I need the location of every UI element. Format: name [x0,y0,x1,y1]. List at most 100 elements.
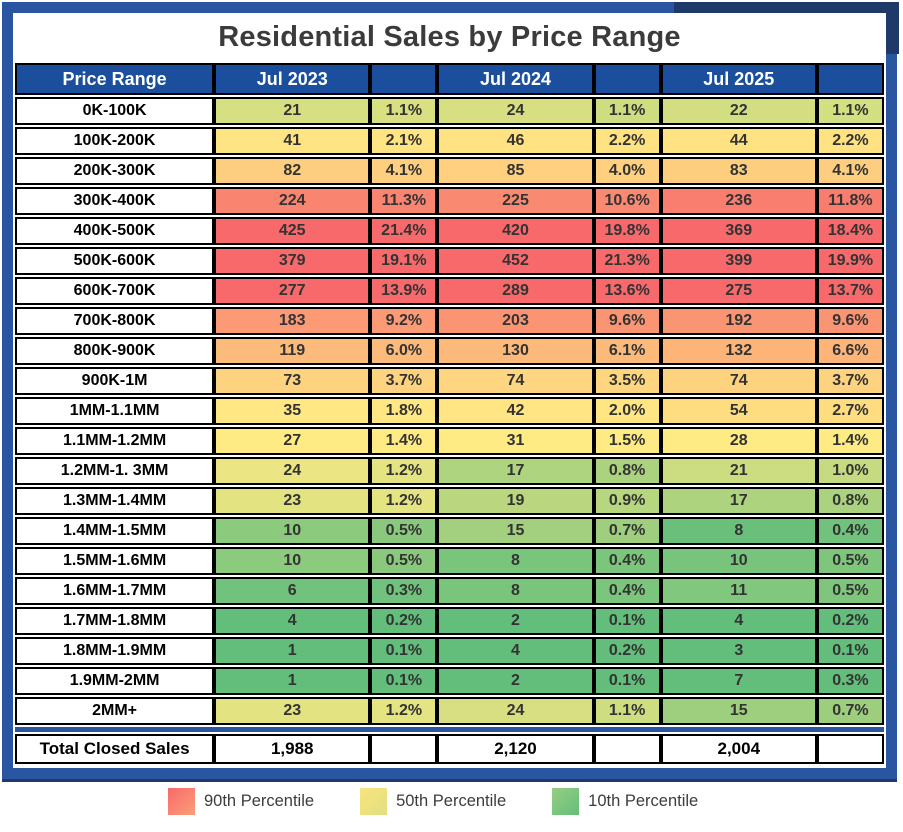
cell-jul-2023-percent: 2.1% [370,127,438,155]
cell-jul-2024-count: 85 [437,157,594,185]
table-row: 400K-500K 425 21.4% 420 19.8% 369 18.4% [15,217,884,245]
cell-jul-2024-percent: 13.6% [593,277,661,305]
col-header-price-range: Price Range [15,63,215,95]
legend: 90th Percentile 50th Percentile 10th Per… [0,788,903,815]
cell-jul-2025-count: 74 [660,367,817,395]
cell-jul-2023-count: 24 [214,457,371,485]
legend-item-90th-percentile: 90th Percentile [168,788,314,815]
cell-jul-2025-percent: 0.8% [816,487,884,515]
table-row: 2MM+ 23 1.2% 24 1.1% 15 0.7% [15,697,884,725]
cell-jul-2023-percent: 1.2% [370,487,438,515]
cell-jul-2024-count: 17 [437,457,594,485]
cell-jul-2025-count: 369 [660,217,817,245]
table-row: 100K-200K 41 2.1% 46 2.2% 44 2.2% [15,127,884,155]
table-row: 1.8MM-1.9MM 1 0.1% 4 0.2% 3 0.1% [15,637,884,665]
cell-jul-2025-count: 83 [660,157,817,185]
cell-jul-2025-percent: 6.6% [816,337,884,365]
price-range-label: 1.1MM-1.2MM [15,427,215,455]
table-row: 1.5MM-1.6MM 10 0.5% 8 0.4% 10 0.5% [15,547,884,575]
cell-jul-2025-percent: 0.4% [816,517,884,545]
table-row: 1.3MM-1.4MM 23 1.2% 19 0.9% 17 0.8% [15,487,884,515]
price-range-label: 500K-600K [15,247,215,275]
table-row: 1.9MM-2MM 1 0.1% 2 0.1% 7 0.3% [15,667,884,695]
cell-jul-2023-percent: 1.2% [370,697,438,725]
cell-jul-2023-percent: 3.7% [370,367,438,395]
cell-jul-2025-count: 17 [660,487,817,515]
cell-jul-2025-percent: 0.3% [816,667,884,695]
cell-jul-2024-count: 2 [437,667,594,695]
cell-jul-2023-percent: 11.3% [370,187,438,215]
cell-jul-2023-percent: 0.5% [370,547,438,575]
cell-jul-2024-percent: 2.2% [593,127,661,155]
cell-jul-2024-count: 8 [437,577,594,605]
cell-jul-2023-percent: 1.8% [370,397,438,425]
report-frame: Residential Sales by Price Range Price R… [2,2,899,779]
cell-jul-2023-count: 425 [214,217,371,245]
price-range-label: 0K-100K [15,97,215,125]
cell-jul-2024-count: 42 [437,397,594,425]
legend-item-50th-percentile: 50th Percentile [360,788,506,815]
cell-jul-2023-count: 23 [214,697,371,725]
table-row: 300K-400K 224 11.3% 225 10.6% 236 11.8% [15,187,884,215]
cell-jul-2024-count: 15 [437,517,594,545]
price-range-label: 800K-900K [15,337,215,365]
cell-jul-2023-count: 35 [214,397,371,425]
cell-jul-2023-count: 379 [214,247,371,275]
col-header-jul-2025: Jul 2025 [660,63,817,95]
cell-jul-2025-count: 10 [660,547,817,575]
cell-jul-2024-percent: 0.4% [593,547,661,575]
total-jul-2024: 2,120 [437,734,594,764]
table-body: 0K-100K 21 1.1% 24 1.1% 22 1.1% 100K-200K 41 2.1%… [15,97,884,725]
cell-jul-2023-count: 119 [214,337,371,365]
price-range-label: 100K-200K [15,127,215,155]
cell-jul-2025-percent: 2.2% [816,127,884,155]
cell-jul-2024-percent: 2.0% [593,397,661,425]
frame-top-right-accent [674,2,899,13]
cell-jul-2025-percent: 4.1% [816,157,884,185]
table-row: 1.6MM-1.7MM 6 0.3% 8 0.4% 11 0.5% [15,577,884,605]
cell-jul-2023-percent: 19.1% [370,247,438,275]
cell-jul-2025-count: 15 [660,697,817,725]
cell-jul-2024-count: 225 [437,187,594,215]
col-header-jul-2023: Jul 2023 [214,63,371,95]
table-row: 900K-1M 73 3.7% 74 3.5% 74 3.7% [15,367,884,395]
cell-jul-2023-count: 277 [214,277,371,305]
cell-jul-2025-count: 28 [660,427,817,455]
cell-jul-2024-percent: 1.5% [593,427,661,455]
price-range-label: 300K-400K [15,187,215,215]
cell-jul-2023-count: 4 [214,607,371,635]
price-range-label: 1.8MM-1.9MM [15,637,215,665]
cell-jul-2023-percent: 0.1% [370,637,438,665]
cell-jul-2024-percent: 21.3% [593,247,661,275]
cell-jul-2025-count: 7 [660,667,817,695]
cell-jul-2025-percent: 0.1% [816,637,884,665]
cell-jul-2024-percent: 1.1% [593,97,661,125]
cell-jul-2025-count: 44 [660,127,817,155]
sales-by-price-range-table: Price Range Jul 2023 Jul 2024 Jul 2025 0… [15,61,884,766]
cell-jul-2023-count: 73 [214,367,371,395]
cell-jul-2024-count: 46 [437,127,594,155]
cell-jul-2023-percent: 1.4% [370,427,438,455]
price-range-label: 1MM-1.1MM [15,397,215,425]
cell-jul-2025-percent: 9.6% [816,307,884,335]
col-header-blank-2 [593,63,661,95]
total-jul-2023: 1,988 [214,734,371,764]
page: Residential Sales by Price Range Price R… [0,2,903,815]
cell-jul-2024-count: 130 [437,337,594,365]
cell-jul-2025-percent: 1.1% [816,97,884,125]
cell-jul-2023-count: 1 [214,637,371,665]
col-header-blank-1 [370,63,438,95]
frame-separator-row [15,727,884,732]
legend-label-90th: 90th Percentile [204,792,315,810]
price-range-label: 1.7MM-1.8MM [15,607,215,635]
total-blank-1 [370,734,438,764]
cell-jul-2024-percent: 0.9% [593,487,661,515]
cell-jul-2023-count: 23 [214,487,371,515]
price-range-label: 1.3MM-1.4MM [15,487,215,515]
price-range-label: 1.2MM-1. 3MM [15,457,215,485]
table-row: 1.1MM-1.2MM 27 1.4% 31 1.5% 28 1.4% [15,427,884,455]
cell-jul-2024-percent: 0.2% [593,637,661,665]
col-header-jul-2024: Jul 2024 [437,63,594,95]
frame-separator [15,727,884,732]
price-range-label: 1.6MM-1.7MM [15,577,215,605]
